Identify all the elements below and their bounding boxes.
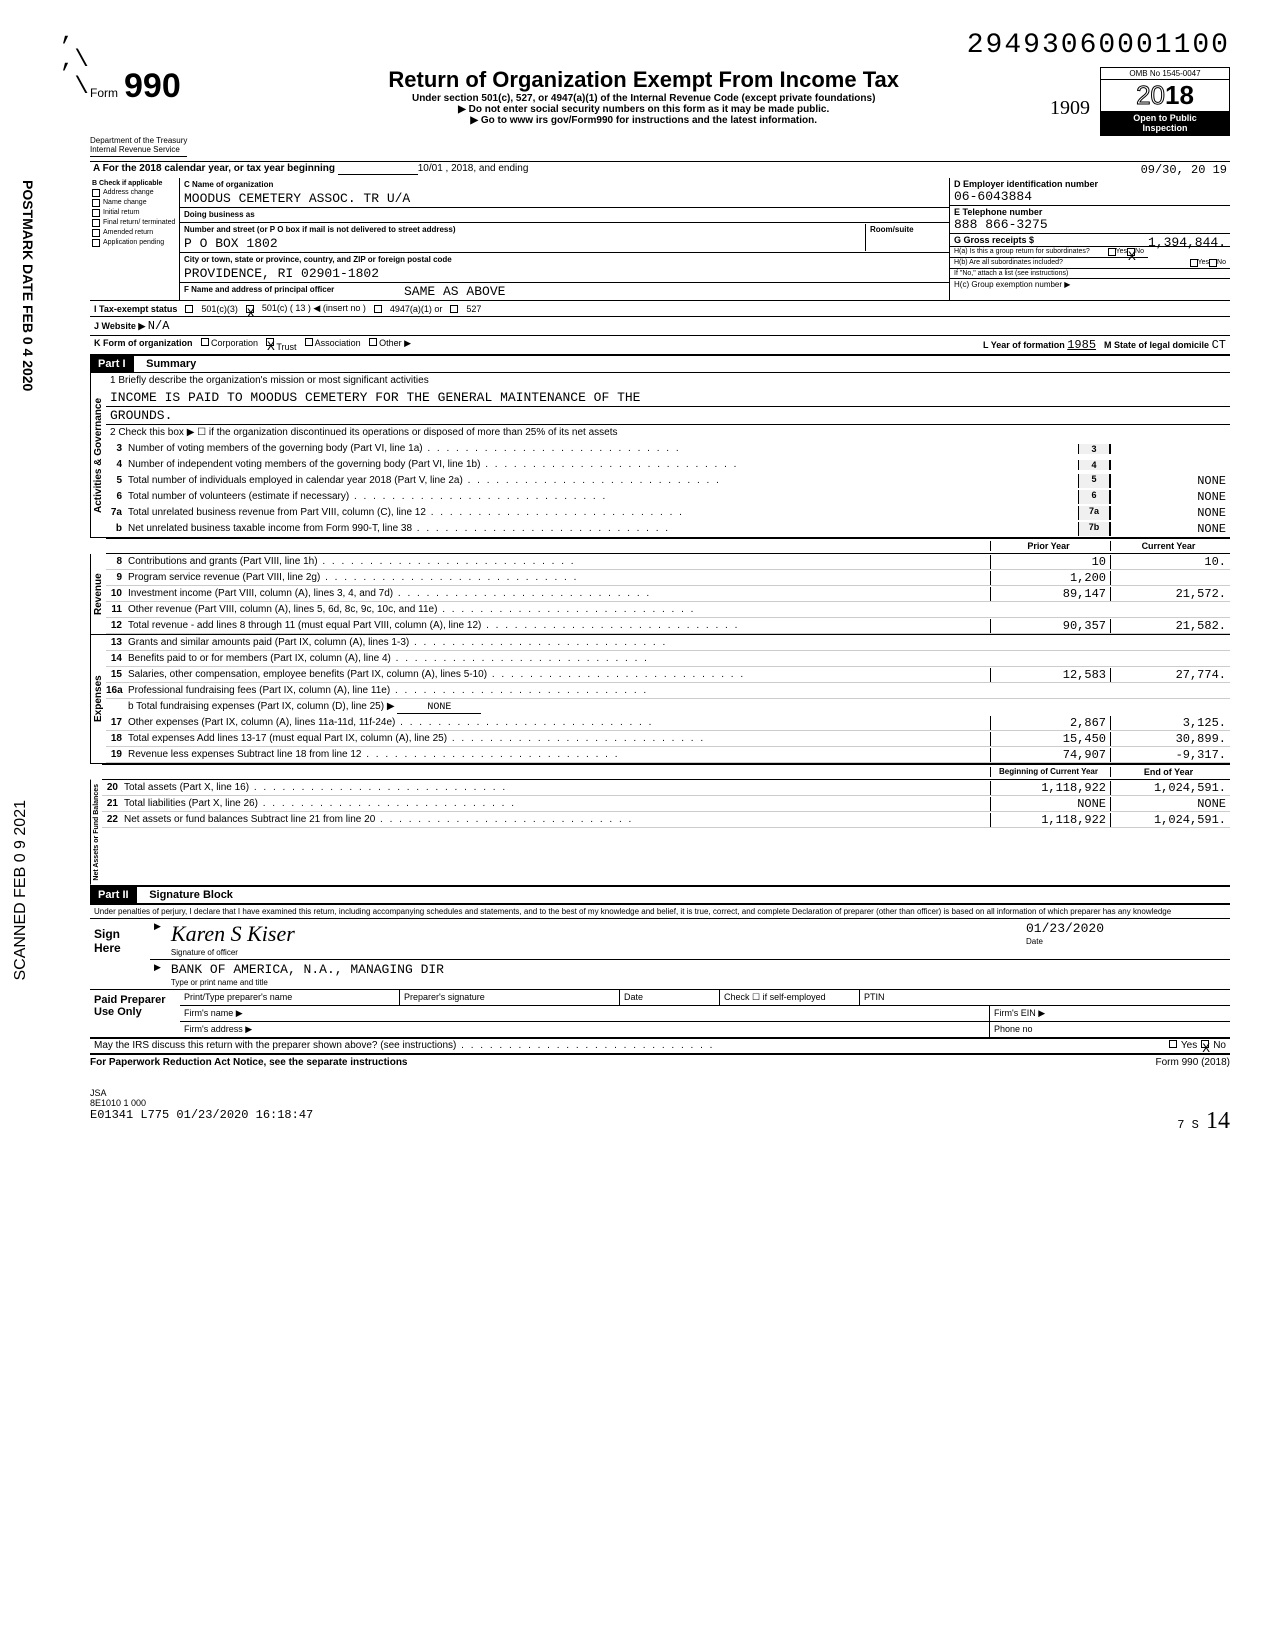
omb-box: OMB No 1545-0047 2018 Open to PublicInsp…: [1100, 67, 1230, 136]
row-k-form-org: K Form of organization Corporation X Tru…: [90, 336, 1230, 355]
main-title: Return of Organization Exempt From Incom…: [207, 67, 1080, 93]
line-15: 15Salaries, other compensation, employee…: [106, 667, 1230, 683]
col-d-ein-tel: D Employer identification number06-60438…: [950, 178, 1230, 300]
line-4: 4Number of independent voting members of…: [106, 457, 1230, 473]
department: Department of the Treasury Internal Reve…: [90, 136, 187, 157]
line-3: 3Number of voting members of the governi…: [106, 441, 1230, 457]
line-21: 21Total liabilities (Part X, line 26) NO…: [102, 796, 1230, 812]
line-7a: 7aTotal unrelated business revenue from …: [106, 505, 1230, 521]
revenue-label: Revenue: [90, 554, 106, 634]
officer-name: BANK OF AMERICA, N.A., MANAGING DIR: [171, 962, 444, 977]
subtitle-3: ▶ Go to www irs gov/Form990 for instruct…: [207, 115, 1080, 126]
handwritten-1909: 1909: [1050, 97, 1090, 120]
line-6: 6Total number of volunteers (estimate if…: [106, 489, 1230, 505]
line-17: 17Other expenses (Part IX, column (A), l…: [106, 715, 1230, 731]
line-18: 18Total expenses Add lines 13-17 (must e…: [106, 731, 1230, 747]
top-code: 29493060001100: [90, 30, 1230, 61]
subtitle-2: ▶ Do not enter social security numbers o…: [207, 104, 1080, 115]
line-16a: 16aProfessional fundraising fees (Part I…: [106, 683, 1230, 699]
prior-year-header: Prior Year: [990, 541, 1110, 551]
governance-label: Activities & Governance: [90, 373, 106, 537]
line-8: 8Contributions and grants (Part VIII, li…: [106, 554, 1230, 570]
current-year-header: Current Year: [1110, 541, 1230, 551]
expenses-label: Expenses: [90, 635, 106, 763]
part-1-header: Part I Summary: [90, 355, 1230, 373]
row-a: A For the 2018 calendar year, or tax yea…: [90, 161, 1230, 178]
netassets-label: Net Assets or Fund Balances: [90, 780, 102, 885]
line-14: 14Benefits paid to or for members (Part …: [106, 651, 1230, 667]
subtitle-1: Under section 501(c), 527, or 4947(a)(1)…: [207, 93, 1080, 104]
scanned-stamp: SCANNED FEB 0 9 2021: [12, 800, 30, 981]
line-22: 22Net assets or fund balances Subtract l…: [102, 812, 1230, 828]
line-b: bNet unrelated business taxable income f…: [106, 521, 1230, 537]
line-12: 12Total revenue - add lines 8 through 11…: [106, 618, 1230, 634]
irs-discuss-row: May the IRS discuss this return with the…: [90, 1038, 1230, 1054]
part-2-header: Part II Signature Block: [90, 886, 1230, 904]
line-10: 10Investment income (Part VIII, column (…: [106, 586, 1230, 602]
begin-year-header: Beginning of Current Year: [990, 767, 1110, 777]
jsa-footer: JSA 8E1010 1 000 E01341 L775 01/23/2020 …: [90, 1088, 1230, 1135]
end-year-header: End of Year: [1110, 767, 1230, 777]
row-i-tax-status: I Tax-exempt status 501(c)(3) X501(c) ( …: [90, 301, 1230, 317]
sign-here-block: Sign Here ▶ Karen S Kiser Signature of o…: [90, 918, 1230, 989]
line-5: 5Total number of individuals employed in…: [106, 473, 1230, 489]
officer-signature: Karen S Kiser: [171, 921, 295, 946]
mission-line-1: INCOME IS PAID TO MOODUS CEMETERY FOR TH…: [106, 389, 1230, 407]
handwritten-mark: ,,\ \: [60, 20, 89, 101]
paid-preparer-block: Paid Preparer Use Only Print/Type prepar…: [90, 989, 1230, 1038]
line-9: 9Program service revenue (Part VIII, lin…: [106, 570, 1230, 586]
line-19: 19Revenue less expenses Subtract line 18…: [106, 747, 1230, 763]
col-c-org-info: C Name of organizationMOODUS CEMETERY AS…: [180, 178, 950, 300]
footer-row: For Paperwork Reduction Act Notice, see …: [90, 1054, 1230, 1068]
line-13: 13Grants and similar amounts paid (Part …: [106, 635, 1230, 651]
penalties-text: Under penalties of perjury, I declare th…: [90, 904, 1230, 918]
col-b-checkboxes: B Check if applicable Address change Nam…: [90, 178, 180, 300]
form-number: Form 990: [90, 67, 187, 106]
line-20: 20Total assets (Part X, line 16) 1,118,9…: [102, 780, 1230, 796]
row-j-website: J Website ▶ N/A: [90, 317, 1230, 336]
line-11: 11Other revenue (Part VIII, column (A), …: [106, 602, 1230, 618]
mission-line-2: GROUNDS.: [106, 407, 1230, 425]
postmark-stamp: POSTMARK DATE FEB 0 4 2020: [20, 180, 36, 391]
